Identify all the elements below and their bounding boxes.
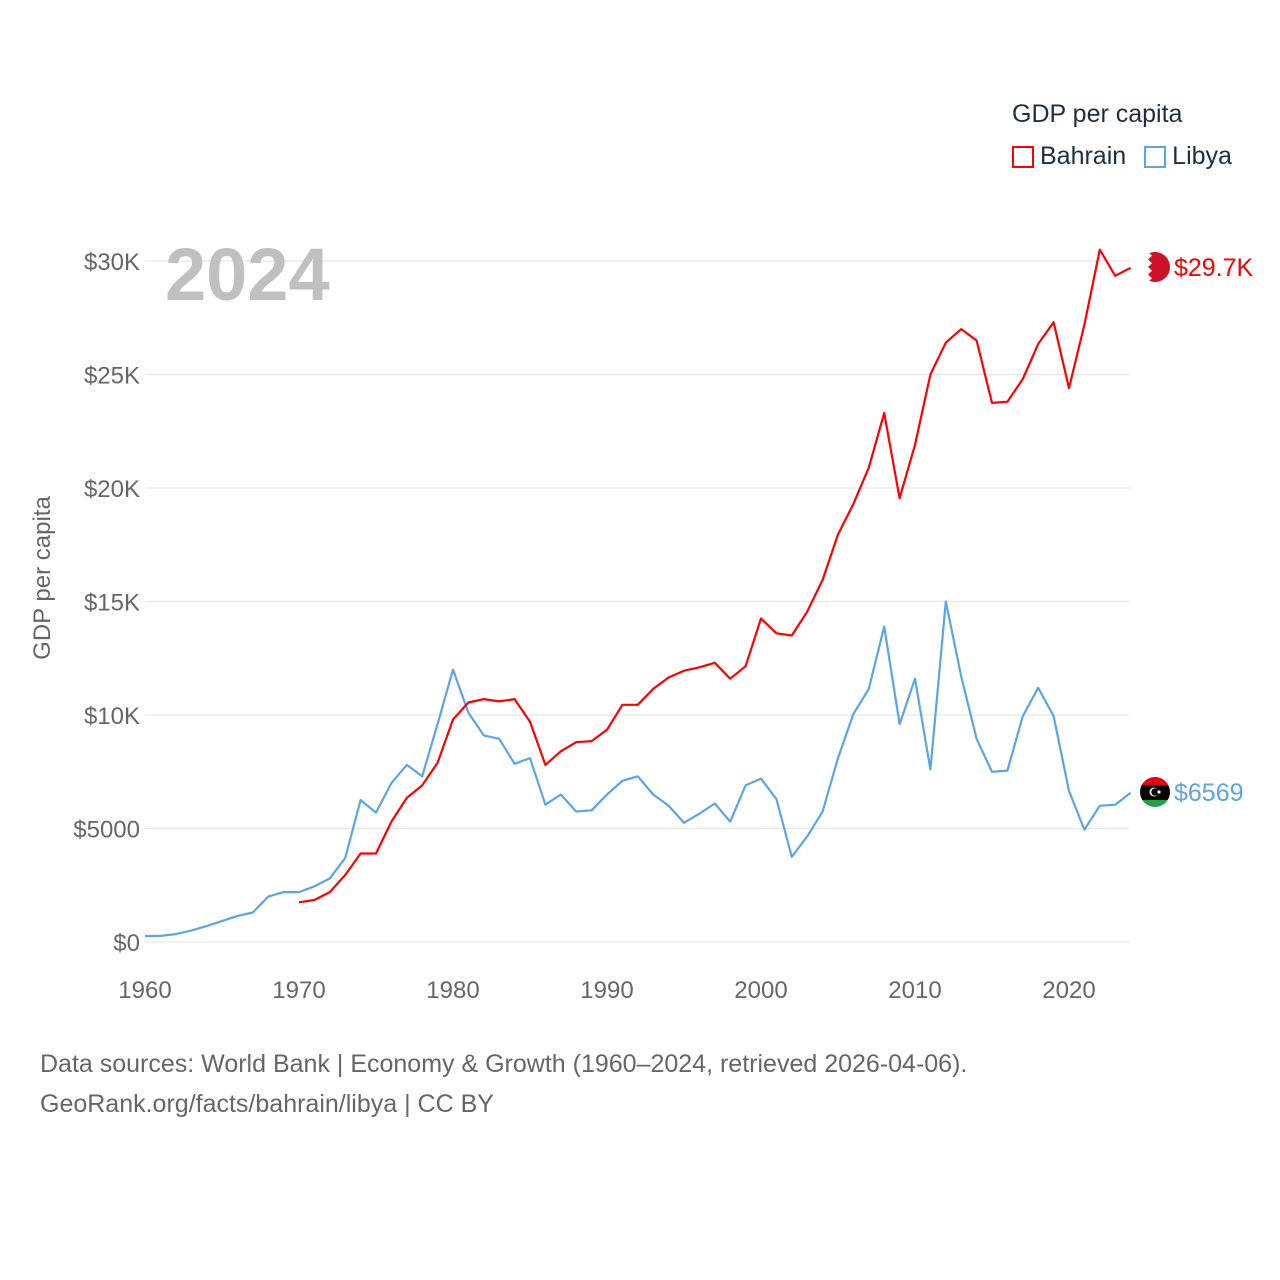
data-source-text: Data sources: World Bank | Economy & Gro…	[40, 1050, 968, 1078]
y-tick-label: $0	[113, 930, 140, 957]
year-watermark: 2024	[165, 233, 330, 316]
x-tick-label: 1990	[580, 977, 633, 1004]
flag-libya-icon	[1140, 777, 1170, 807]
y-tick-label: $5000	[73, 817, 140, 844]
x-tick-label: 1960	[118, 977, 171, 1004]
flag-bahrain-icon	[1140, 252, 1170, 282]
x-tick-label: 2010	[888, 977, 941, 1004]
y-tick-label: $30K	[84, 249, 140, 276]
y-axis-label: GDP per capita	[29, 496, 56, 660]
y-tick-label: $20K	[84, 476, 140, 503]
y-tick-label: $10K	[84, 703, 140, 730]
x-axis-ticks: 1960 1970 1980 1990 2000 2010 2020	[118, 977, 1095, 1004]
y-axis-ticks: $0 $5000 $10K $15K $20K $25K $30K	[73, 249, 140, 957]
legend-title: GDP per capita	[1012, 100, 1183, 128]
series-line-libya	[144, 600, 1132, 938]
series-end-markers: $6569 $29.7K	[1140, 252, 1254, 807]
end-value-label-bahrain: $29.7K	[1174, 254, 1254, 282]
grid-lines	[145, 260, 1130, 943]
series-line-bahrain	[298, 248, 1132, 904]
legend: Bahrain Libya	[1012, 142, 1232, 171]
series-lines	[144, 248, 1132, 938]
end-value-label-libya: $6569	[1174, 779, 1244, 807]
legend-label: Libya	[1172, 142, 1232, 170]
attribution-link[interactable]: GeoRank.org/facts/bahrain/libya | CC BY	[40, 1090, 494, 1118]
y-tick-label: $15K	[84, 590, 140, 617]
legend-label: Bahrain	[1040, 142, 1127, 170]
x-tick-label: 1970	[272, 977, 325, 1004]
legend-swatch-libya	[1144, 145, 1167, 168]
x-tick-label: 2020	[1042, 977, 1095, 1004]
x-tick-label: 1980	[426, 977, 479, 1004]
legend-item-libya[interactable]: Libya	[1144, 142, 1232, 171]
footer: Data sources: World Bank | Economy & Gro…	[40, 1044, 967, 1124]
legend-item-bahrain[interactable]: Bahrain	[1012, 142, 1126, 171]
x-tick-label: 2000	[734, 977, 787, 1004]
y-tick-label: $25K	[84, 363, 140, 390]
legend-swatch-bahrain	[1012, 145, 1034, 168]
